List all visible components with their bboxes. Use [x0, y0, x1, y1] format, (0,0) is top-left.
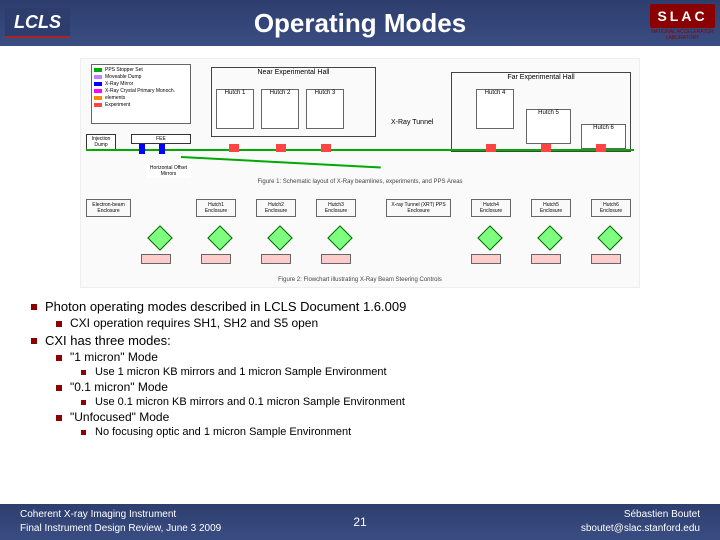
flow-small: [141, 254, 171, 264]
flow-hutch5: Hutch5 Enclosure: [531, 199, 571, 217]
legend-item: X-Ray Mirror: [105, 81, 133, 87]
hutch-1: Hutch 1: [216, 89, 254, 129]
footer-right: Sébastien Boutet sboutet@slac.stanford.e…: [581, 508, 700, 536]
flow-hutch6: Hutch6 Enclosure: [591, 199, 631, 217]
legend-item: Experiment: [105, 102, 130, 108]
hutch-4: Hutch 4: [476, 89, 514, 129]
flow-diamond: [597, 225, 622, 250]
bullet-l3: Use 1 micron KB mirrors and 1 micron Sam…: [95, 366, 690, 378]
flow-hutch4: Hutch4 Enclosure: [471, 199, 511, 217]
diagram-figure: PPS Stopper Set Moveable Dump X-Ray Mirr…: [80, 58, 640, 288]
slide-header: LCLS Operating Modes SLAC NATIONAL ACCEL…: [0, 0, 720, 46]
slac-logo-subtitle: NATIONAL ACCELERATOR LABORATORY: [650, 29, 715, 41]
flow-diamond: [147, 225, 172, 250]
legend-item: Moveable Dump: [105, 74, 141, 80]
flow-diamond: [327, 225, 352, 250]
lcls-logo: LCLS: [5, 8, 70, 38]
bullet-l2: "Unfocused" Mode: [70, 410, 690, 424]
injection-dump: Injection Dump: [86, 134, 116, 150]
beamline-schematic: PPS Stopper Set Moveable Dump X-Ray Mirr…: [81, 64, 639, 174]
flow-xrt: X-ray Tunnel (XRT) PPS Enclosure: [386, 199, 451, 217]
flow-small: [201, 254, 231, 264]
fee-box: FEE: [131, 134, 191, 144]
exp-mark: [229, 144, 239, 152]
exp-mark: [541, 144, 551, 152]
flow-diamond: [477, 225, 502, 250]
diagram-legend: PPS Stopper Set Moveable Dump X-Ray Mirr…: [91, 64, 191, 124]
beamline-branch: [181, 156, 381, 168]
slac-logo-text: SLAC: [650, 4, 715, 28]
bullet-l3: Use 0.1 micron KB mirrors and 0.1 micron…: [95, 396, 690, 408]
mirror-mark: [139, 144, 145, 154]
bullet-l1: CXI has three modes:: [45, 333, 690, 348]
footer-left: Coherent X-ray Imaging Instrument Final …: [20, 508, 221, 536]
slac-logo: SLAC NATIONAL ACCELERATOR LABORATORY: [650, 4, 715, 41]
flow-diamond: [537, 225, 562, 250]
bullet-l2: "0.1 micron" Mode: [70, 380, 690, 394]
legend-item: X-Ray Crystal Primary Monoch.: [105, 88, 175, 94]
flow-small: [531, 254, 561, 264]
flow-small: [471, 254, 501, 264]
figure-1-caption: Figure 1: Schematic layout of X-Ray beam…: [81, 179, 639, 185]
hutch-5: Hutch 5: [526, 109, 571, 144]
figure-2-caption: Figure 2: Flowchart illustrating X-Ray B…: [81, 277, 639, 283]
flow-small: [261, 254, 291, 264]
footer-subtitle: Final Instrument Design Review, June 3 2…: [20, 522, 221, 536]
flow-hutch3: Hutch3 Enclosure: [316, 199, 356, 217]
main-beamline: [86, 149, 634, 151]
exp-mark: [276, 144, 286, 152]
exp-mark: [486, 144, 496, 152]
author-name: Sébastien Boutet: [581, 508, 700, 522]
horiz-mirrors-label: Horizontal Offset Mirrors: [146, 164, 191, 178]
flow-electron: Electron-beam Enclosure: [86, 199, 131, 217]
bullet-l2: CXI operation requires SH1, SH2 and S5 o…: [70, 316, 690, 330]
flow-small: [321, 254, 351, 264]
flowchart: Electron-beam Enclosure Hutch1 Enclosure…: [81, 194, 639, 284]
flow-diamond: [267, 225, 292, 250]
bullet-l2: "1 micron" Mode: [70, 350, 690, 364]
exp-mark: [596, 144, 606, 152]
legend-item: elements: [105, 95, 125, 101]
hutch-3: Hutch 3: [306, 89, 344, 129]
flow-small: [591, 254, 621, 264]
footer-title: Coherent X-ray Imaging Instrument: [20, 508, 221, 522]
bullet-l1: Photon operating modes described in LCLS…: [45, 299, 690, 314]
bullet-l3: No focusing optic and 1 micron Sample En…: [95, 426, 690, 438]
legend-item: PPS Stopper Set: [105, 67, 143, 73]
page-number: 21: [353, 515, 366, 529]
flow-hutch2: Hutch2 Enclosure: [256, 199, 296, 217]
slide-footer: Coherent X-ray Imaging Instrument Final …: [0, 504, 720, 540]
exp-mark: [321, 144, 331, 152]
flow-hutch1: Hutch1 Enclosure: [196, 199, 236, 217]
slide-title: Operating Modes: [254, 8, 466, 39]
mirror-mark: [159, 144, 165, 154]
flow-diamond: [207, 225, 232, 250]
hutch-2: Hutch 2: [261, 89, 299, 129]
author-email: sboutet@slac.stanford.edu: [581, 522, 700, 536]
tunnel-label: X-Ray Tunnel: [391, 119, 433, 126]
slide-content: Photon operating modes described in LCLS…: [0, 288, 720, 438]
